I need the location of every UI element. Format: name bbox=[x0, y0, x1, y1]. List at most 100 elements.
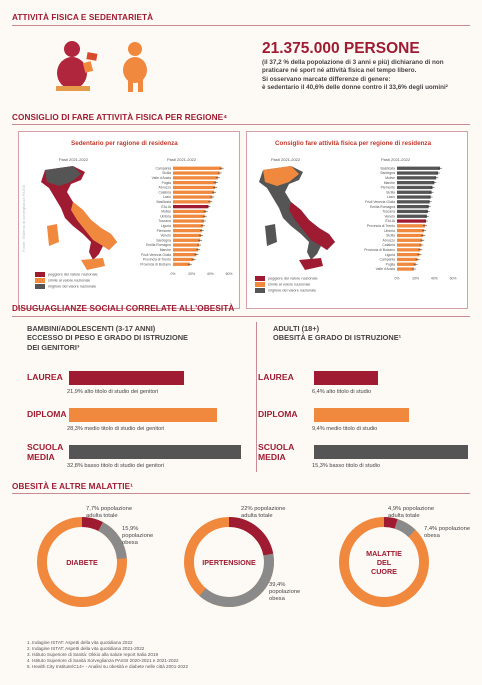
education-caption: 6,4% alto titolo di studio bbox=[312, 389, 372, 395]
region-bar bbox=[173, 238, 201, 242]
donut-center-label: MALATTIE DEL CUORE bbox=[366, 548, 402, 576]
headline-number: 21.375.000 PERSONE bbox=[262, 40, 420, 57]
region-label: Sicilia bbox=[162, 171, 171, 175]
education-bar bbox=[69, 371, 184, 385]
map-panel-title: Consiglio fare attività fisica per regio… bbox=[275, 140, 432, 147]
axis-tick-label: 20% bbox=[412, 277, 419, 281]
region-bar bbox=[173, 209, 206, 214]
disease-donuts: DIABETE 7,7% popolazione adulta totale 15,9… bbox=[0, 498, 482, 623]
region-label: Sardegna bbox=[380, 171, 395, 175]
region-bar bbox=[173, 253, 197, 257]
section-title-diseases: OBESITÀ E ALTRE MALATTIE¹ bbox=[12, 482, 134, 491]
map-period-label: Pasti 2021-2022 bbox=[271, 157, 301, 162]
education-caption: 9,4% medio titolo di studio bbox=[312, 426, 378, 432]
donut-segment-obese bbox=[184, 517, 274, 607]
region-label: Valle d'Aosta bbox=[376, 267, 396, 271]
region-label: Basilicata bbox=[156, 200, 171, 204]
education-bar bbox=[314, 371, 379, 385]
region-label: Molise bbox=[161, 210, 171, 214]
adults-heading-line: OBESITÀ E GRADO DI ISTRUZIONE¹ bbox=[273, 333, 402, 343]
donut-caption-total: 4,9% popolazione adulta totale bbox=[388, 506, 435, 519]
region-bar bbox=[173, 181, 216, 185]
education-caption: 21,9% alto titolo di studio dei genitori bbox=[67, 389, 159, 395]
italy-map-sedentary bbox=[41, 166, 117, 270]
region-label: Umbria bbox=[384, 229, 395, 233]
region-bar bbox=[173, 200, 211, 204]
region-label: ITALIA bbox=[161, 205, 172, 209]
education-level-label: LAUREA bbox=[27, 372, 63, 382]
region-bar bbox=[173, 205, 209, 209]
axis-tick-label: 60% bbox=[226, 272, 233, 276]
region-bar bbox=[397, 195, 431, 199]
region-label: Provincia di Bolzano bbox=[364, 248, 395, 252]
region-bar bbox=[397, 257, 418, 262]
people-illustration-icon bbox=[56, 41, 147, 92]
region-bar bbox=[173, 233, 201, 238]
region-bar bbox=[397, 219, 426, 223]
region-label: Calabria bbox=[158, 190, 171, 194]
education-level-label: SCUOLA MEDIA bbox=[27, 442, 64, 462]
region-label: Veneto bbox=[384, 214, 395, 218]
region-bar bbox=[397, 205, 429, 209]
education-level-label: SCUOLA MEDIA bbox=[258, 442, 295, 462]
axis-tick-label: 20% bbox=[188, 272, 195, 276]
region-label: Provincia di Bolzano bbox=[140, 262, 171, 266]
donut-caption-total: 22% popolazione adulta totale bbox=[241, 506, 286, 519]
region-label: Toscana bbox=[158, 219, 171, 223]
region-label: Emilia Romagna bbox=[370, 205, 395, 209]
region-label: Marche bbox=[160, 248, 171, 252]
region-label: Basilicata bbox=[380, 166, 395, 170]
education-caption: 32,8% basso titolo di studio dei genitor… bbox=[67, 463, 165, 469]
donut-caption-obese: 15,9% popolazione obesa bbox=[122, 526, 154, 546]
map-period-label: Pasti 2021-2022 bbox=[59, 157, 89, 162]
region-bar bbox=[173, 248, 199, 252]
headline-line-1: (il 37,2 % della popolazione di 3 anni e… bbox=[262, 59, 444, 66]
region-label: Provincia di Trento bbox=[367, 224, 395, 228]
donut-center-label: DIABETE bbox=[66, 557, 98, 567]
region-bar bbox=[173, 219, 204, 223]
children-heading-line: ECCESSO DI PESO E GRADO DI ISTRUZIONE bbox=[27, 333, 188, 343]
section-title-physical-activity: ATTIVITÀ FISICA E SEDENTARIETÀ bbox=[12, 13, 154, 22]
section-title-regions: CONSIGLIO DI FARE ATTIVITÀ FISICA PER RE… bbox=[12, 113, 228, 122]
donut-center-label: IPERTENSIONE bbox=[202, 557, 256, 567]
donut-chart bbox=[184, 517, 274, 607]
donut-segment-total bbox=[339, 517, 429, 607]
region-bar bbox=[397, 166, 440, 170]
region-label: Abruzzo bbox=[159, 186, 172, 190]
region-bar bbox=[173, 185, 215, 190]
region-label: Puglia bbox=[162, 181, 172, 185]
region-bar bbox=[173, 190, 215, 194]
donut-segment-obese bbox=[37, 517, 127, 607]
region-bar bbox=[397, 185, 433, 190]
region-label: Molise bbox=[385, 176, 395, 180]
footnote: 5. Health City Institute/C14+ - Analisi … bbox=[27, 663, 189, 669]
source-watermark: Fonte: Sistema di sorveglianza PASSI bbox=[21, 184, 26, 252]
donut-chart bbox=[37, 517, 127, 607]
axis-tick-label: 0% bbox=[395, 277, 400, 281]
region-label: Puglia bbox=[386, 262, 396, 266]
region-bar bbox=[397, 171, 439, 175]
region-label: Calabria bbox=[382, 243, 395, 247]
region-bar bbox=[397, 253, 420, 257]
legend-item-similar: simile al valore nazionale bbox=[255, 282, 318, 288]
bar-chart-advice: BasilicataSardegnaMoliseMarchePiemonteSi… bbox=[364, 166, 456, 281]
donut-chart bbox=[339, 517, 429, 607]
section-divider bbox=[12, 493, 470, 494]
region-label: Umbria bbox=[160, 214, 171, 218]
adults-heading: ADULTI (18+) OBESITÀ E GRADO DI ISTRUZIO… bbox=[273, 324, 401, 343]
region-bar bbox=[173, 195, 213, 199]
region-label: Sicilia bbox=[386, 234, 395, 238]
region-label: Campania bbox=[380, 258, 396, 262]
education-level-label: LAUREA bbox=[258, 372, 294, 382]
region-label: Piemonte bbox=[157, 229, 171, 233]
headline-line-2: praticare né sport né attività fisica ne… bbox=[262, 67, 417, 75]
region-bar bbox=[173, 176, 218, 180]
region-bar bbox=[397, 200, 430, 204]
axis-tick-label: 0% bbox=[171, 272, 176, 276]
axis-tick-label: 40% bbox=[207, 272, 214, 276]
region-bar bbox=[173, 229, 202, 233]
section-divider bbox=[12, 316, 470, 317]
region-bar bbox=[397, 176, 437, 180]
region-bar bbox=[173, 243, 200, 247]
education-level-label: DIPLOMA bbox=[27, 409, 67, 419]
